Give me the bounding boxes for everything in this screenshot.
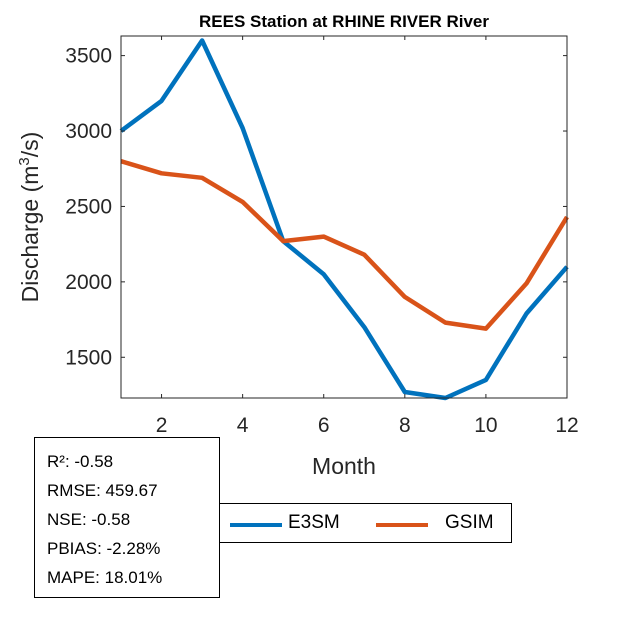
legend-label-gsim: GSIM (445, 512, 494, 533)
x-tick-label: 12 (555, 414, 578, 437)
legend-swatch-e3sm (230, 523, 282, 527)
stat-r2: R²: -0.58 (47, 452, 114, 471)
y-tick-label: 3500 (65, 45, 112, 68)
legend: E3SM GSIM (220, 503, 512, 543)
y-tick-label: 2000 (65, 271, 112, 294)
x-tick-label: 6 (318, 414, 330, 437)
stat-pbias: PBIAS: -2.28% (47, 539, 161, 558)
x-tick-label: 2 (156, 414, 168, 437)
stat-mape: MAPE: 18.01% (47, 568, 163, 587)
stat-rmse: RMSE: 459.67 (47, 481, 158, 500)
x-tick-label: 10 (474, 414, 497, 437)
y-tick-label: 2500 (65, 195, 112, 218)
stats-box: R²: -0.58 RMSE: 459.67 NSE: -0.58 PBIAS:… (34, 437, 220, 598)
y-tick-label: 3000 (65, 120, 112, 143)
chart-title: REES Station at RHINE RIVER River (199, 12, 489, 31)
series-line-e3sm (119, 38, 569, 401)
plot-lines (119, 38, 569, 401)
legend-label-e3sm: E3SM (288, 512, 340, 533)
y-tick-label: 1500 (65, 346, 112, 369)
axis-ticks: 2 4 6 8 10 12 1500 2000 2500 3000 3500 (65, 36, 579, 437)
series-line-gsim (120, 159, 569, 331)
axes-box (120, 35, 568, 399)
x-tick-label: 4 (237, 414, 249, 437)
x-tick-label: 8 (399, 414, 411, 437)
legend-swatch-gsim (376, 523, 428, 527)
y-axis-label: Discharge (m3/s) (16, 132, 43, 303)
stat-nse: NSE: -0.58 (47, 510, 131, 529)
x-axis-label: Month (312, 453, 376, 479)
